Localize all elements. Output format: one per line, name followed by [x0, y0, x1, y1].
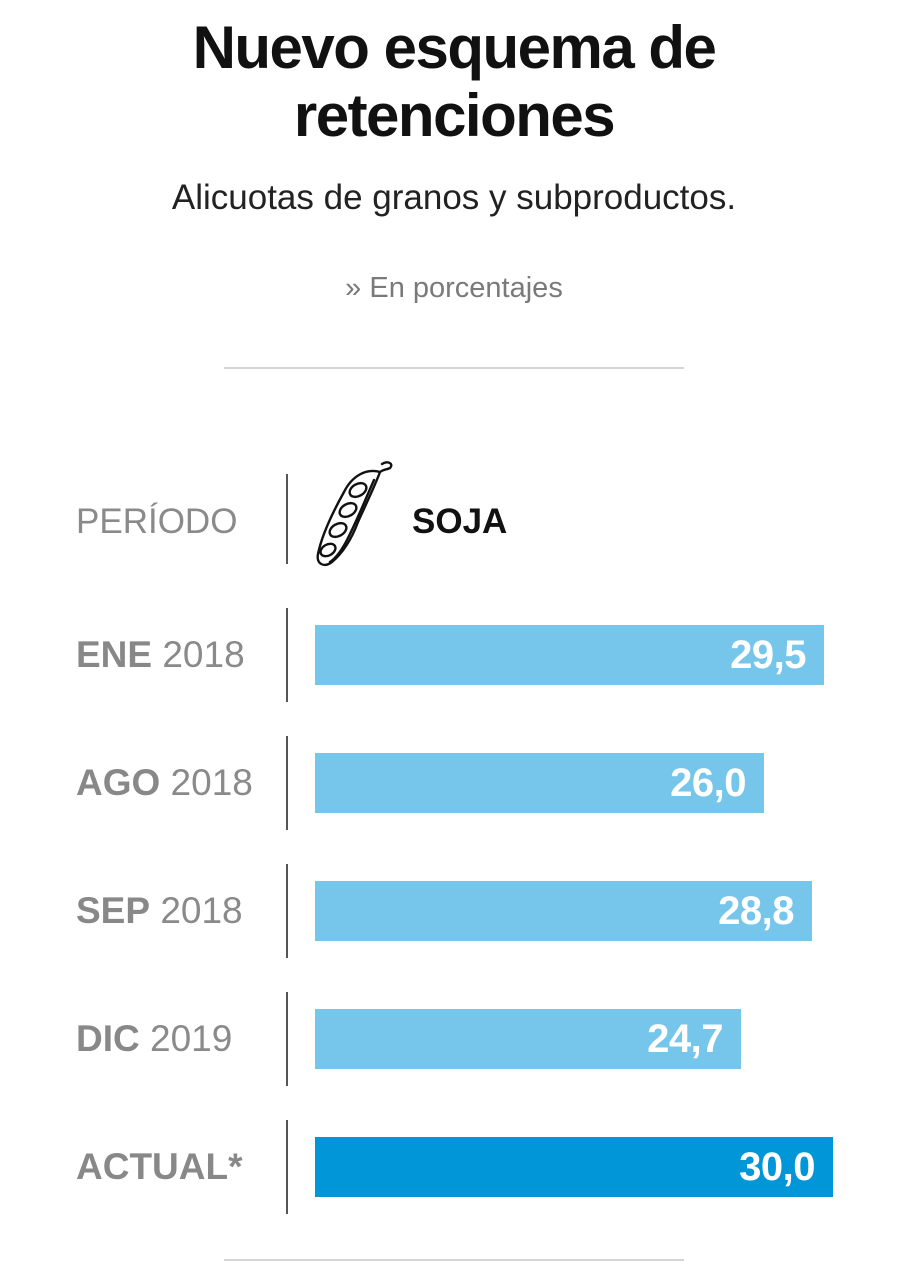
period-month: ACTUAL* [76, 1146, 243, 1187]
bar: 29,5 [315, 625, 824, 685]
chart-subtitle: Alicuotas de granos y subproductos. [171, 178, 737, 217]
bar-value-label: 28,8 [718, 889, 794, 933]
row-divider [286, 736, 288, 830]
chart-title: Nuevo esquema de retenciones [0, 14, 908, 150]
row-divider [286, 1120, 288, 1214]
bar: 26,0 [315, 753, 764, 813]
header-divider [286, 474, 288, 564]
period-label: ENE 2018 [76, 633, 245, 677]
period-label: ACTUAL* [76, 1145, 242, 1189]
top-divider [224, 367, 684, 369]
title-line-1: Nuevo esquema de [192, 14, 717, 81]
period-label: DIC 2019 [76, 1017, 232, 1061]
period-month: SEP [76, 890, 151, 931]
row-divider [286, 608, 288, 702]
period-year: 2018 [150, 890, 243, 931]
period-month: DIC [76, 1018, 140, 1059]
row-divider [286, 864, 288, 958]
row-divider [286, 992, 288, 1086]
bar-value-label: 26,0 [670, 761, 746, 805]
bar-value-label: 29,5 [730, 633, 806, 677]
bar-value-label: 24,7 [647, 1017, 723, 1061]
bar: 30,0 [315, 1137, 833, 1197]
bar: 24,7 [315, 1009, 741, 1069]
series-header-soja: SOJA [412, 502, 508, 541]
period-label: SEP 2018 [76, 889, 243, 933]
period-year: 2018 [152, 634, 245, 675]
units-note: » En porcentajes [345, 272, 563, 304]
soy-pod-icon [316, 461, 393, 566]
period-month: ENE [76, 634, 153, 675]
period-year: 2019 [139, 1018, 233, 1059]
period-month: AGO [76, 762, 161, 803]
bar: 28,8 [315, 881, 812, 941]
period-header: PERÍODO [76, 502, 238, 541]
period-year: 2018 [160, 762, 253, 803]
bar-value-label: 30,0 [739, 1145, 815, 1189]
bottom-divider [224, 1259, 684, 1261]
period-label: AGO 2018 [76, 761, 253, 805]
title-line-2: retenciones [293, 82, 616, 149]
